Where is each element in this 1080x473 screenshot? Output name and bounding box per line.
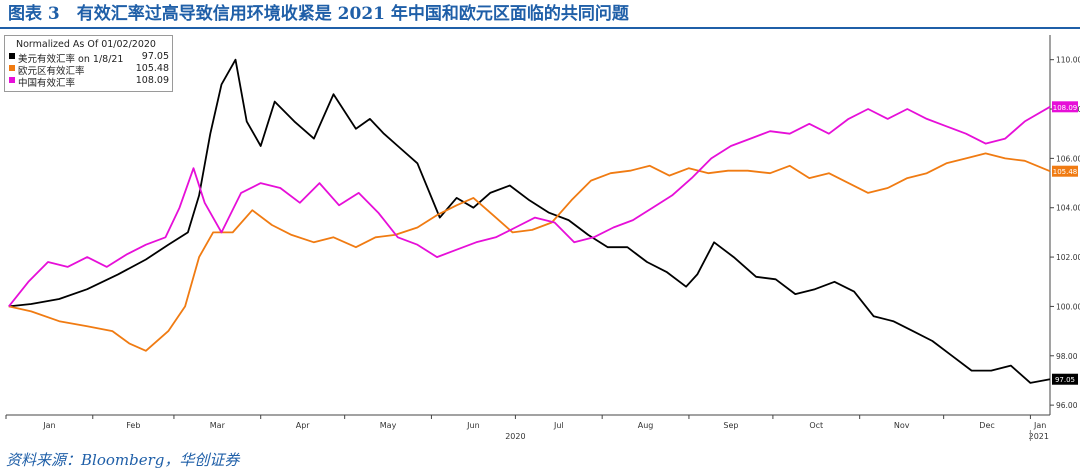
last-value-text-cny: 108.09 — [1053, 104, 1078, 112]
x-tick-label: Oct — [809, 421, 823, 430]
x-tick-label: Dec — [979, 421, 994, 430]
last-value-text-eur: 105.48 — [1053, 168, 1078, 176]
last-value-tags: 97.05 105.48 108.09 — [1052, 101, 1078, 385]
y-tick-label: 96.00 — [1056, 401, 1078, 410]
x-tick-label: May — [380, 421, 397, 430]
series-line-cny — [8, 106, 1051, 307]
title-divider — [0, 27, 1080, 29]
legend-item-usd: 美元有效汇率 on 1/8/21 97.05 — [9, 51, 169, 65]
y-tick-label: 100.00 — [1056, 302, 1080, 311]
y-tick-label: 106.00 — [1056, 154, 1080, 163]
y-tick-label: 98.00 — [1056, 352, 1078, 361]
legend-value-eur: 105.48 — [135, 63, 169, 74]
legend-value-usd: 97.05 — [141, 51, 169, 62]
x-tick-label: Feb — [126, 421, 140, 430]
y-tick-label: 110.00 — [1056, 56, 1080, 65]
figure-title: 图表 3 有效汇率过高导致信用环境收紧是 2021 年中国和欧元区面临的共同问题 — [8, 4, 629, 24]
legend-item-eur: 欧元区有效汇率 105.48 — [9, 63, 169, 77]
x-tick-label: Jan — [1033, 421, 1046, 430]
x-tick-label: Apr — [296, 421, 311, 430]
x-tick-label: Aug — [638, 421, 654, 430]
series-line-usd — [8, 58, 1051, 384]
legend-value-cny: 108.09 — [135, 75, 169, 86]
y-tick-label: 102.00 — [1056, 253, 1080, 262]
legend-label-cny: 中国有效汇率 — [18, 78, 76, 89]
last-value-tag-eur — [1052, 165, 1078, 177]
chart-legend: Normalized As Of 01/02/2020 美元有效汇率 on 1/… — [4, 35, 173, 92]
legend-swatch-cny — [9, 77, 15, 83]
source-note: 资料来源：Bloomberg，华创证券 — [6, 451, 240, 469]
last-value-text-usd: 97.05 — [1055, 376, 1075, 384]
legend-label-usd: 美元有效汇率 on 1/8/21 — [18, 54, 124, 65]
series-line-eur — [8, 152, 1051, 352]
legend-item-cny: 中国有效汇率 108.09 — [9, 75, 169, 89]
legend-title: Normalized As Of 01/02/2020 — [16, 39, 156, 50]
last-value-tag-usd — [1052, 373, 1078, 385]
series-lines — [8, 58, 1051, 384]
legend-swatch-eur — [9, 65, 15, 71]
year-label-2021: 2021 — [1029, 432, 1049, 441]
effective-exchange-rate-chart: Jan Feb Mar Apr May Jun Jul Aug Sep Oct Nov Dec Jan 2… — [5, 35, 1080, 441]
x-tick-label: Jan — [42, 421, 55, 430]
last-value-tag-cny — [1052, 101, 1078, 113]
x-tick-label: Nov — [894, 421, 910, 430]
x-tick-label: Jul — [553, 421, 564, 430]
x-tick-label: Mar — [210, 421, 226, 430]
x-tick-label: Sep — [723, 421, 738, 430]
x-tick-label: Jun — [466, 421, 480, 430]
year-label-2020: 2020 — [505, 432, 525, 441]
legend-label-eur: 欧元区有效汇率 — [18, 66, 85, 77]
chart-axes: Jan Feb Mar Apr May Jun Jul Aug Sep Oct Nov Dec Jan 2… — [5, 35, 1080, 441]
y-tick-label: 104.00 — [1056, 204, 1080, 213]
legend-swatch-usd — [9, 53, 15, 59]
